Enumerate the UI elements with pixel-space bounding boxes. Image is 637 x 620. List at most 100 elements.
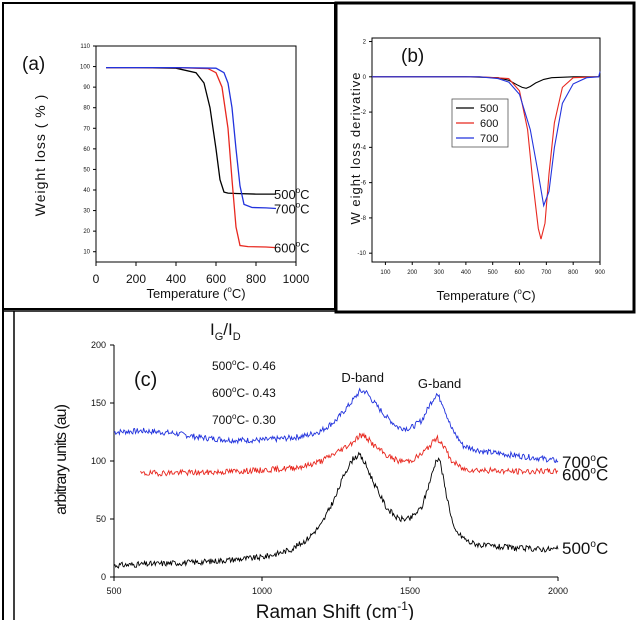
curve-label-degree: o bbox=[296, 201, 301, 210]
ratio-degree: o bbox=[232, 358, 237, 367]
curve-label-temp: 500 bbox=[562, 539, 590, 558]
panel-b-y-tick-label: -2 bbox=[361, 110, 367, 116]
ratio-value: C- 0.30 bbox=[236, 413, 276, 427]
panel-b-series-line bbox=[372, 76, 599, 240]
curve-label-temp: 600 bbox=[274, 241, 296, 256]
curve-label-temp: 600 bbox=[562, 465, 590, 484]
x-label-main: Temperature ( bbox=[146, 286, 228, 301]
panel-b-x-tick-label: 900 bbox=[595, 270, 606, 276]
panel-c-ratio-entry: 600oC- 0.43 bbox=[212, 385, 276, 400]
panel-a-curve-label: 700oC bbox=[274, 201, 310, 217]
panel-c-x-axis-label: Raman Shift (cm-1) bbox=[256, 599, 414, 620]
panel-a-y-tick-label: 80 bbox=[83, 106, 90, 112]
ratio-temp: 600 bbox=[212, 386, 232, 400]
panel-b-x-tick-label: 100 bbox=[380, 270, 391, 276]
x-label-main: Temperature ( bbox=[436, 288, 518, 303]
curve-label-temp: 500 bbox=[274, 187, 296, 202]
panel-b-y-tick-label: -4 bbox=[361, 145, 367, 151]
panel-a-y-tick-label: 70 bbox=[83, 126, 90, 132]
x-label-unit: C) bbox=[522, 288, 536, 303]
ratio-sub-d: D bbox=[233, 331, 241, 343]
panel-c-x-tick-label: 500 bbox=[106, 586, 121, 596]
curve-label-degree: o bbox=[296, 240, 301, 249]
panel-a-y-tick-label: 110 bbox=[80, 44, 90, 50]
panel-c-series-line bbox=[113, 387, 559, 464]
panel-b-legend-label: 700 bbox=[480, 133, 498, 145]
panel-c-y-tick-label: 100 bbox=[91, 456, 106, 466]
panel-b-legend-label: 500 bbox=[480, 103, 498, 115]
panel-a-label: (a) bbox=[22, 54, 45, 75]
panel-b-x-tick-label: 500 bbox=[488, 270, 499, 276]
panel-b-x-tick-label: 400 bbox=[461, 270, 472, 276]
ratio-sub-g: G bbox=[215, 331, 224, 343]
panel-b-x-tick-label: 800 bbox=[568, 270, 579, 276]
x-label-unit: C) bbox=[232, 286, 246, 301]
panel-b-x-tick-label: 300 bbox=[434, 270, 445, 276]
panel-b-x-tick-label: 600 bbox=[515, 270, 526, 276]
panel-b-legend-label: 600 bbox=[480, 118, 498, 130]
curve-label-degree: o bbox=[296, 186, 301, 195]
x-label-sup: -1 bbox=[397, 599, 408, 613]
panel-c-x-tick-label: 2000 bbox=[548, 586, 568, 596]
panel-c-y-tick-label: 50 bbox=[96, 514, 106, 524]
panel-a-y-tick-label: 90 bbox=[83, 85, 90, 91]
panel-a-plot-frame bbox=[95, 45, 297, 263]
panel-b-y-axis-label: W eight loss derivative bbox=[348, 71, 363, 224]
curve-label-unit: C bbox=[596, 539, 608, 558]
ratio-value: C- 0.46 bbox=[236, 359, 276, 373]
panel-b-y-tick-label: 2 bbox=[363, 40, 367, 46]
curve-label-unit: C bbox=[596, 453, 608, 472]
panel-c-band-label: G-band bbox=[418, 376, 461, 391]
panel-a-series-line bbox=[106, 66, 277, 210]
panel-c: 500 1000 1500 2000050100150200700oC600oC500… bbox=[53, 320, 608, 620]
curve-label-unit: C bbox=[300, 187, 309, 202]
panel-b: 100 200 300 400 500 600 700 800 900 2 0 -2 -4 -6 -8 -10… bbox=[348, 37, 606, 303]
panel-b-series-line bbox=[372, 76, 599, 89]
panel-b-x-tick-label: 200 bbox=[407, 270, 418, 276]
panel-a-x-tick-label: 0 bbox=[93, 272, 100, 286]
panel-b-x-tick-label: 700 bbox=[541, 270, 552, 276]
panel-c-ratio-heading: IG/ID bbox=[210, 320, 241, 343]
panel-b-plot-frame bbox=[371, 37, 601, 263]
panel-a-y-tick-label: 100 bbox=[80, 65, 91, 71]
panel-a-x-tick-label: 600 bbox=[206, 272, 226, 286]
panel-a-curve-label: 500oC bbox=[274, 186, 310, 202]
x-label-main: Raman Shift (cm bbox=[256, 602, 397, 620]
panel-c-y-tick-label: 200 bbox=[91, 340, 106, 350]
ratio-degree: o bbox=[232, 412, 237, 421]
panel-b-border bbox=[334, 1, 636, 314]
ratio-temp: 700 bbox=[212, 413, 232, 427]
ratio-degree: o bbox=[232, 385, 237, 394]
panel-a-x-tick-label: 200 bbox=[126, 272, 146, 286]
panel-a: 0 200 400 600 800 1000 10 20 30 40 50 60 70 80 90 100 11… bbox=[22, 44, 310, 301]
panel-c-x-tick-label: 1500 bbox=[400, 586, 420, 596]
x-label-degree: o bbox=[227, 285, 232, 294]
panel-c-curve-label: 700oC bbox=[562, 453, 608, 472]
panel-c-curve-label: 500oC bbox=[562, 539, 608, 558]
panel-a-border bbox=[2, 2, 336, 310]
curve-label-temp: 700 bbox=[562, 453, 590, 472]
panel-c-curve-label: 600oC bbox=[562, 465, 608, 484]
panel-b-x-axis-label: Temperature (oC) bbox=[436, 287, 535, 303]
panel-a-x-tick-label: 1000 bbox=[283, 272, 310, 286]
panel-c-y-tick-label: 0 bbox=[101, 572, 106, 582]
panel-b-label: (b) bbox=[401, 46, 424, 67]
ratio-value: C- 0.43 bbox=[236, 386, 276, 400]
panel-a-series-line bbox=[106, 66, 277, 249]
panel-a-y-tick-label: 20 bbox=[83, 229, 90, 235]
panel-a-x-tick-label: 400 bbox=[166, 272, 186, 286]
panel-c-y-tick-label: 150 bbox=[91, 398, 106, 408]
panel-c-ratio-entry: 500oC- 0.46 bbox=[212, 358, 276, 373]
panel-c-series-line bbox=[113, 451, 559, 569]
panel-a-x-axis-label: Temperature (oC) bbox=[146, 285, 245, 301]
x-label-degree: o bbox=[517, 287, 522, 296]
panel-b-y-tick-label: -6 bbox=[361, 181, 367, 187]
panel-b-series-line bbox=[372, 71, 601, 208]
curve-label-temp: 700 bbox=[274, 202, 296, 217]
curve-label-degree: o bbox=[590, 465, 596, 476]
panel-b-y-tick-label: 0 bbox=[363, 75, 367, 81]
panel-b-y-tick-label: -8 bbox=[361, 216, 367, 222]
panel-c-band-label: D-band bbox=[341, 370, 384, 385]
panel-c-label: (c) bbox=[134, 369, 157, 391]
